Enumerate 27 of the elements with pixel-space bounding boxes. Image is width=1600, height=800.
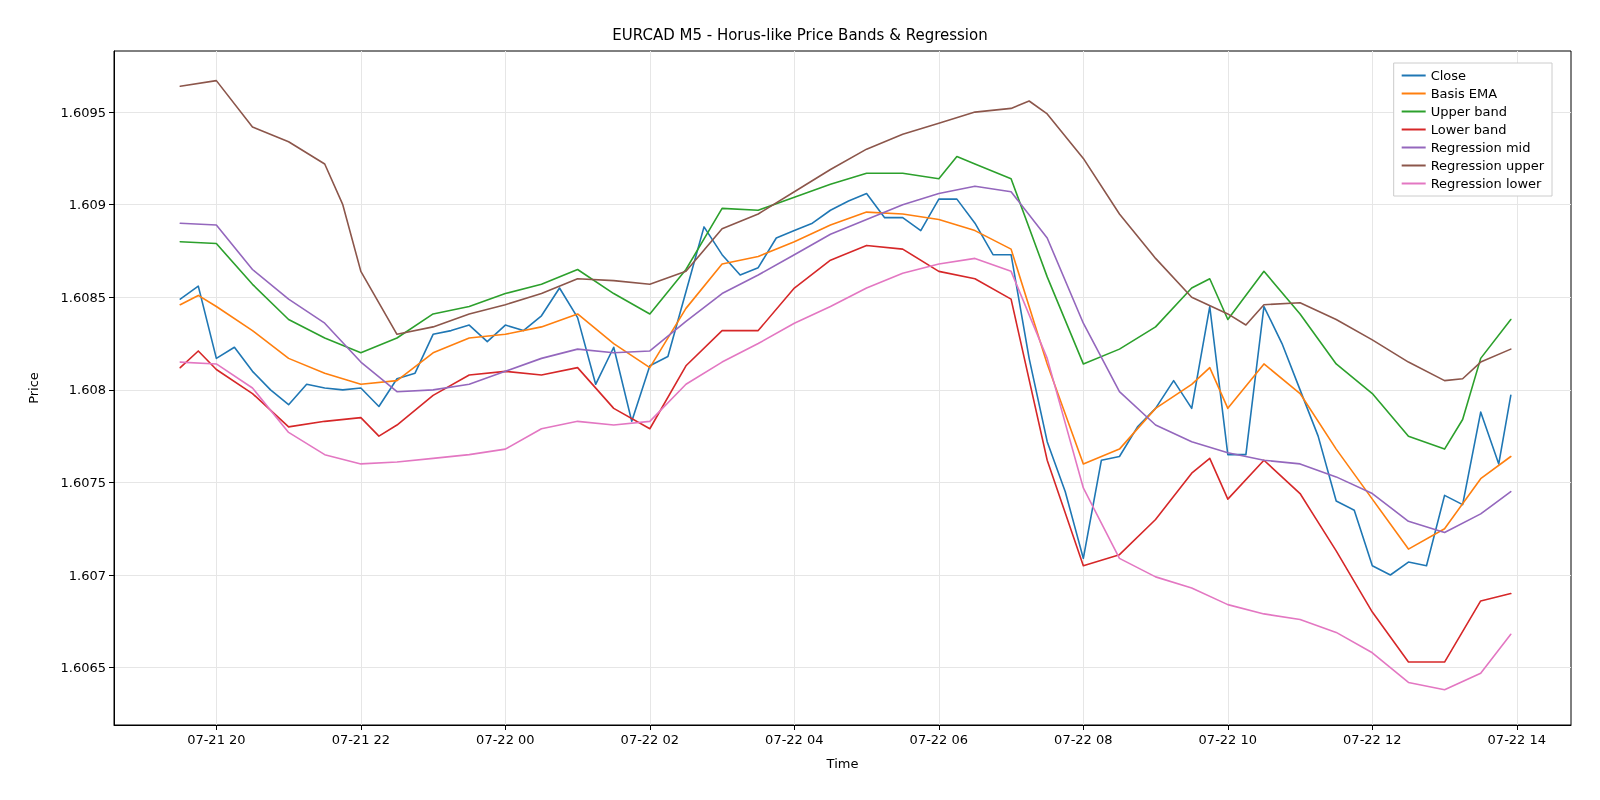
chart-title: EURCAD M5 - Horus-like Price Bands & Regression	[612, 25, 988, 44]
y-tick-label: 1.6095	[60, 104, 106, 120]
y-tick-label: 1.6065	[60, 660, 106, 676]
y-tick-label: 1.6075	[60, 474, 106, 490]
y-axis-title: Price	[26, 372, 41, 404]
legend-label: Regression mid	[1430, 140, 1531, 155]
legend-label: Lower band	[1430, 122, 1507, 137]
x-tick-label: 07-22 10	[1198, 732, 1258, 747]
x-tick-label: 07-22 12	[1343, 732, 1402, 747]
legend-label: Regression lower	[1430, 176, 1543, 191]
x-tick-label: 07-22 02	[620, 732, 680, 747]
x-axis-title: Time	[825, 756, 859, 771]
x-tick-label: 07-21 22	[331, 732, 391, 747]
x-tick-label: 07-22 06	[909, 732, 969, 747]
legend-label: Basis EMA	[1430, 86, 1498, 101]
x-tick-label: 07-22 14	[1487, 732, 1547, 747]
legend-label: Regression upper	[1430, 158, 1545, 173]
x-tick-label: 07-22 08	[1054, 732, 1113, 747]
y-tick-label: 1.609	[68, 197, 106, 213]
y-tick-label: 1.607	[68, 567, 106, 583]
legend-label: Close	[1430, 68, 1467, 83]
y-tick-label: 1.6085	[60, 289, 106, 305]
legend-label: Upper band	[1430, 104, 1507, 119]
x-tick-label: 07-22 00	[476, 732, 535, 747]
x-tick-label: 07-21 20	[187, 732, 246, 747]
y-tick-label: 1.608	[68, 382, 106, 398]
x-tick-label: 07-22 04	[765, 732, 824, 747]
